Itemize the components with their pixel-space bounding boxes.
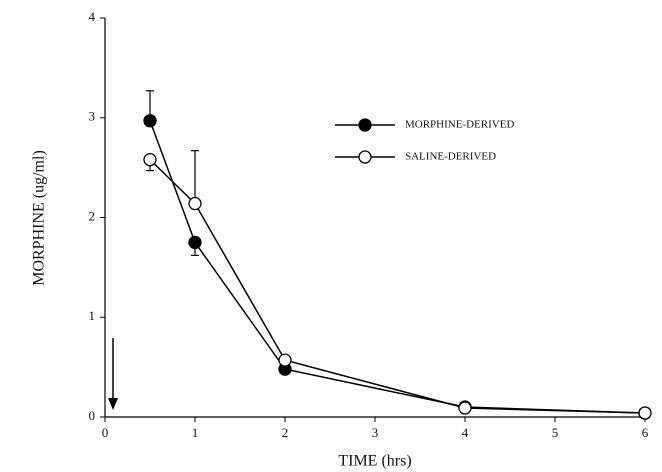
- legend-marker: [358, 118, 372, 132]
- marker: [458, 401, 472, 415]
- x-tick-label: 1: [192, 425, 199, 440]
- marker: [278, 353, 292, 367]
- legend-label: MORPHINE-DERIVED: [405, 119, 514, 131]
- arrow: [108, 338, 118, 410]
- marker: [188, 196, 202, 211]
- series-line: [149, 120, 646, 414]
- y-tick-label: 3: [89, 109, 96, 124]
- x-tick-label: 4: [462, 425, 469, 440]
- x-tick-label: 2: [282, 425, 289, 440]
- legend-label: SALINE-DERIVED: [405, 151, 496, 163]
- marker: [143, 152, 157, 167]
- x-tick-label: 3: [372, 425, 379, 440]
- y-tick-label: 4: [89, 9, 96, 24]
- marker: [188, 235, 202, 250]
- y-tick-label: 0: [89, 408, 96, 423]
- legend-marker: [358, 150, 372, 164]
- y-axis-title: MORPHINE (ug/ml): [31, 150, 48, 286]
- series-line: [149, 159, 646, 414]
- y-tick-label: 1: [89, 308, 96, 323]
- marker: [143, 114, 157, 128]
- error-bar: [191, 150, 199, 204]
- x-tick-label: 6: [642, 425, 649, 440]
- x-axis-title: TIME (hrs): [338, 453, 411, 470]
- marker: [638, 406, 652, 420]
- x-tick-label: 0: [102, 425, 109, 440]
- y-tick-label: 2: [89, 208, 96, 223]
- x-tick-label: 5: [552, 425, 559, 440]
